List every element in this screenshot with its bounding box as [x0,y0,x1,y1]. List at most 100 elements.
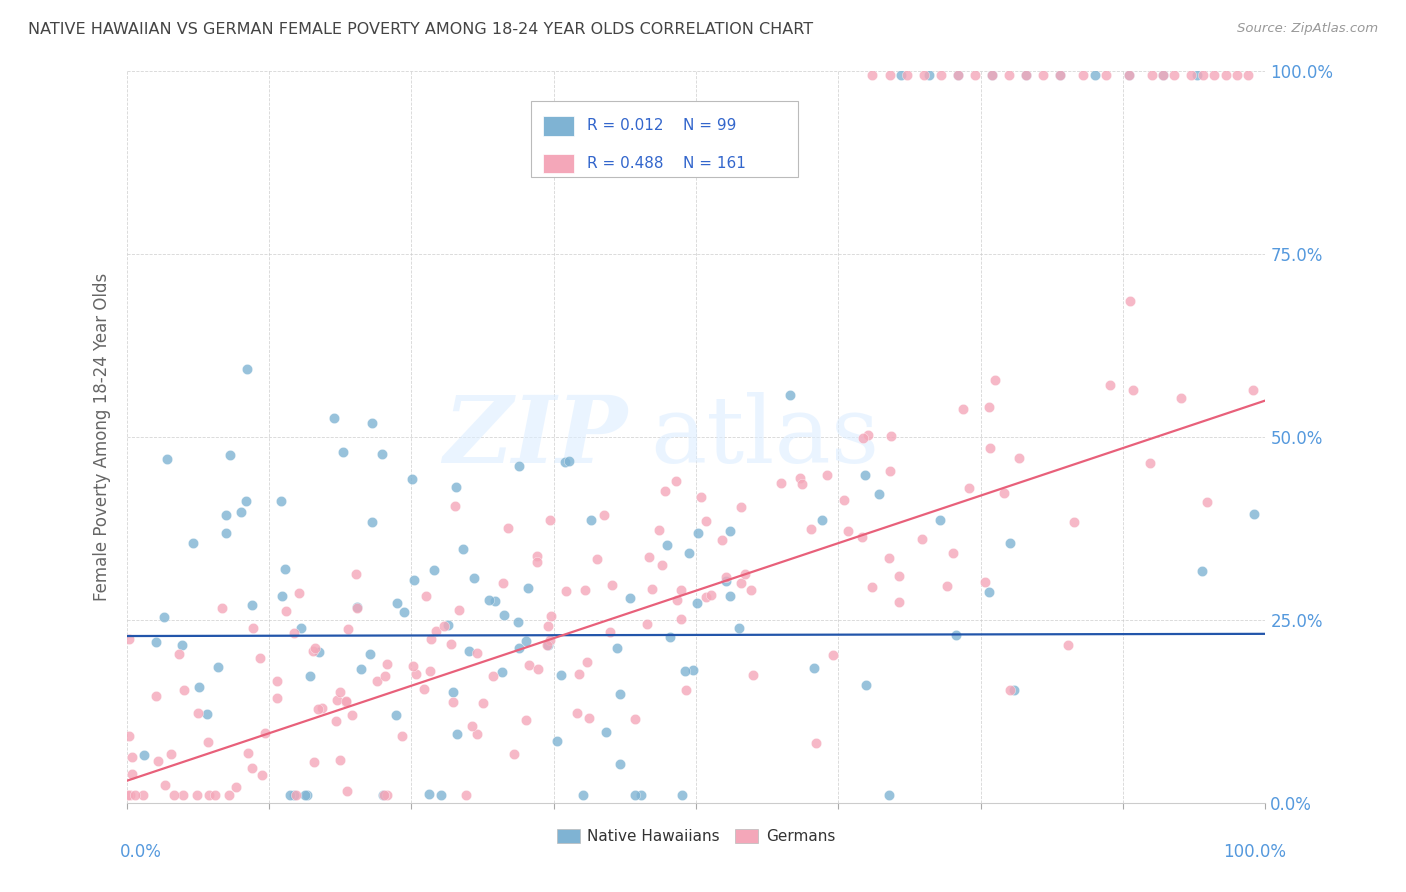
Point [121,749,143,764]
Point [877,551,900,566]
Point [242,621,264,635]
Point [335,695,357,709]
Point [515,633,537,648]
Point [593,508,616,523]
Point [606,640,628,655]
Point [1098,377,1121,392]
Point [391,729,413,743]
Point [979,441,1001,455]
Point [1084,68,1107,82]
Point [207,660,229,674]
Point [419,664,441,678]
Point [1049,68,1071,82]
Point [718,524,741,538]
Point [868,487,890,501]
Point [851,530,873,544]
Text: R = 0.012    N = 99: R = 0.012 N = 99 [586,119,735,134]
Point [998,535,1021,549]
Point [1226,68,1249,82]
Point [655,538,678,552]
Point [558,454,581,468]
Point [536,639,558,653]
Point [290,621,312,635]
Point [623,712,645,726]
Point [912,68,935,82]
Point [235,493,257,508]
Point [730,500,752,514]
Point [911,533,934,547]
Point [554,455,576,469]
Point [402,573,425,587]
Point [461,719,484,733]
Legend: Native Hawaiians, Germans: Native Hawaiians, Germans [551,822,841,850]
Point [879,464,901,478]
Point [173,789,195,803]
Point [405,666,427,681]
Point [981,68,1004,82]
Point [686,596,709,610]
Point [204,789,226,803]
Point [537,619,560,633]
Point [298,669,321,683]
Point [323,411,346,425]
Y-axis label: Female Poverty Among 18-24 Year Olds: Female Poverty Among 18-24 Year Olds [93,273,111,601]
Point [538,632,561,647]
Point [250,767,273,781]
Point [1140,68,1163,82]
Point [163,789,186,803]
Point [929,513,952,527]
Point [121,767,143,781]
Point [1118,68,1140,82]
FancyBboxPatch shape [543,116,574,136]
Point [665,475,688,489]
Point [572,789,595,803]
Point [803,661,825,675]
Point [465,727,488,741]
Point [172,638,194,652]
Point [609,756,631,771]
Point [1095,68,1118,82]
Point [1191,68,1213,82]
Point [148,754,170,768]
Point [936,579,959,593]
Point [1195,494,1218,508]
Point [929,68,952,82]
Point [1119,293,1142,308]
Point [1008,450,1031,465]
Point [821,648,844,662]
Point [498,521,520,535]
Point [375,789,398,803]
Point [440,637,463,651]
Point [1152,68,1174,82]
Point [153,778,176,792]
Point [329,753,352,767]
Point [492,608,515,623]
Point [860,581,883,595]
Text: 0.0%: 0.0% [120,843,162,861]
Point [240,761,263,775]
Point [789,471,811,485]
Point [714,569,737,583]
Point [211,600,233,615]
Point [1049,68,1071,82]
Point [887,595,910,609]
Point [678,546,700,560]
Point [526,555,548,569]
Point [508,459,530,474]
Point [197,735,219,749]
Point [463,571,485,585]
Point [1204,68,1226,82]
Point [134,748,156,763]
Point [294,789,316,803]
Point [555,584,578,599]
Point [124,789,146,803]
Point [1180,68,1202,82]
Point [526,549,548,563]
Point [283,789,305,803]
Point [278,789,301,803]
Point [728,622,751,636]
Point [517,581,540,595]
Point [973,574,995,589]
Point [837,524,859,538]
Point [478,593,501,607]
